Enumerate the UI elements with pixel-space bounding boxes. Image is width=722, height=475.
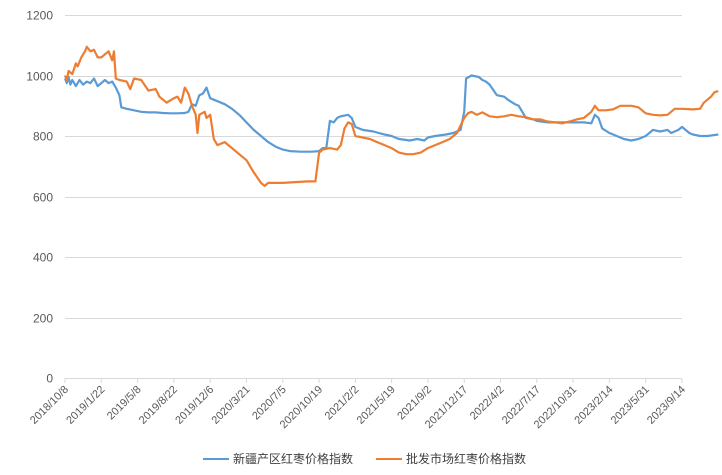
legend-item-wholesale: 批发市场红枣价格指数 bbox=[376, 450, 526, 467]
gridlines bbox=[65, 15, 682, 379]
y-tick-label: 0 bbox=[46, 372, 53, 386]
legend-item-xinjiang: 新疆产区红枣价格指数 bbox=[203, 450, 353, 467]
x-tick-label: 2019/8/22 bbox=[137, 384, 180, 427]
legend: 新疆产区红枣价格指数 批发市场红枣价格指数 bbox=[0, 450, 722, 468]
x-tick-label: 2021/5/19 bbox=[355, 384, 398, 427]
x-tick-label: 2019/1/22 bbox=[64, 384, 107, 427]
legend-label: 批发市场红枣价格指数 bbox=[406, 452, 527, 466]
x-tick-label: 2018/10/8 bbox=[28, 384, 71, 427]
y-tick-label: 1200 bbox=[26, 9, 53, 23]
series-line-xinjiang bbox=[63, 74, 719, 153]
x-tick-label: 2023/2/14 bbox=[572, 384, 615, 427]
x-tick-label: 2023/9/14 bbox=[645, 384, 688, 427]
y-tick-label: 600 bbox=[33, 191, 53, 205]
x-tick-label: 2020/3/21 bbox=[210, 384, 253, 427]
x-axis: 2018/10/82019/1/222019/5/82019/8/222019/… bbox=[28, 378, 688, 431]
y-axis: 0 200 400 600 800 1000 1200 bbox=[26, 9, 53, 386]
series-line-wholesale bbox=[63, 45, 719, 187]
y-tick-label: 200 bbox=[33, 312, 53, 326]
legend-label: 新疆产区红枣价格指数 bbox=[233, 452, 354, 466]
y-tick-label: 400 bbox=[33, 251, 53, 265]
x-tick-label: 2019/12/6 bbox=[173, 384, 216, 427]
legend-swatch-orange bbox=[376, 457, 402, 460]
y-tick-label: 800 bbox=[33, 130, 53, 144]
y-tick-label: 1000 bbox=[26, 70, 53, 84]
x-tick-label: 2023/5/31 bbox=[609, 384, 652, 427]
legend-swatch-blue bbox=[203, 457, 229, 460]
series-lines bbox=[63, 45, 719, 187]
